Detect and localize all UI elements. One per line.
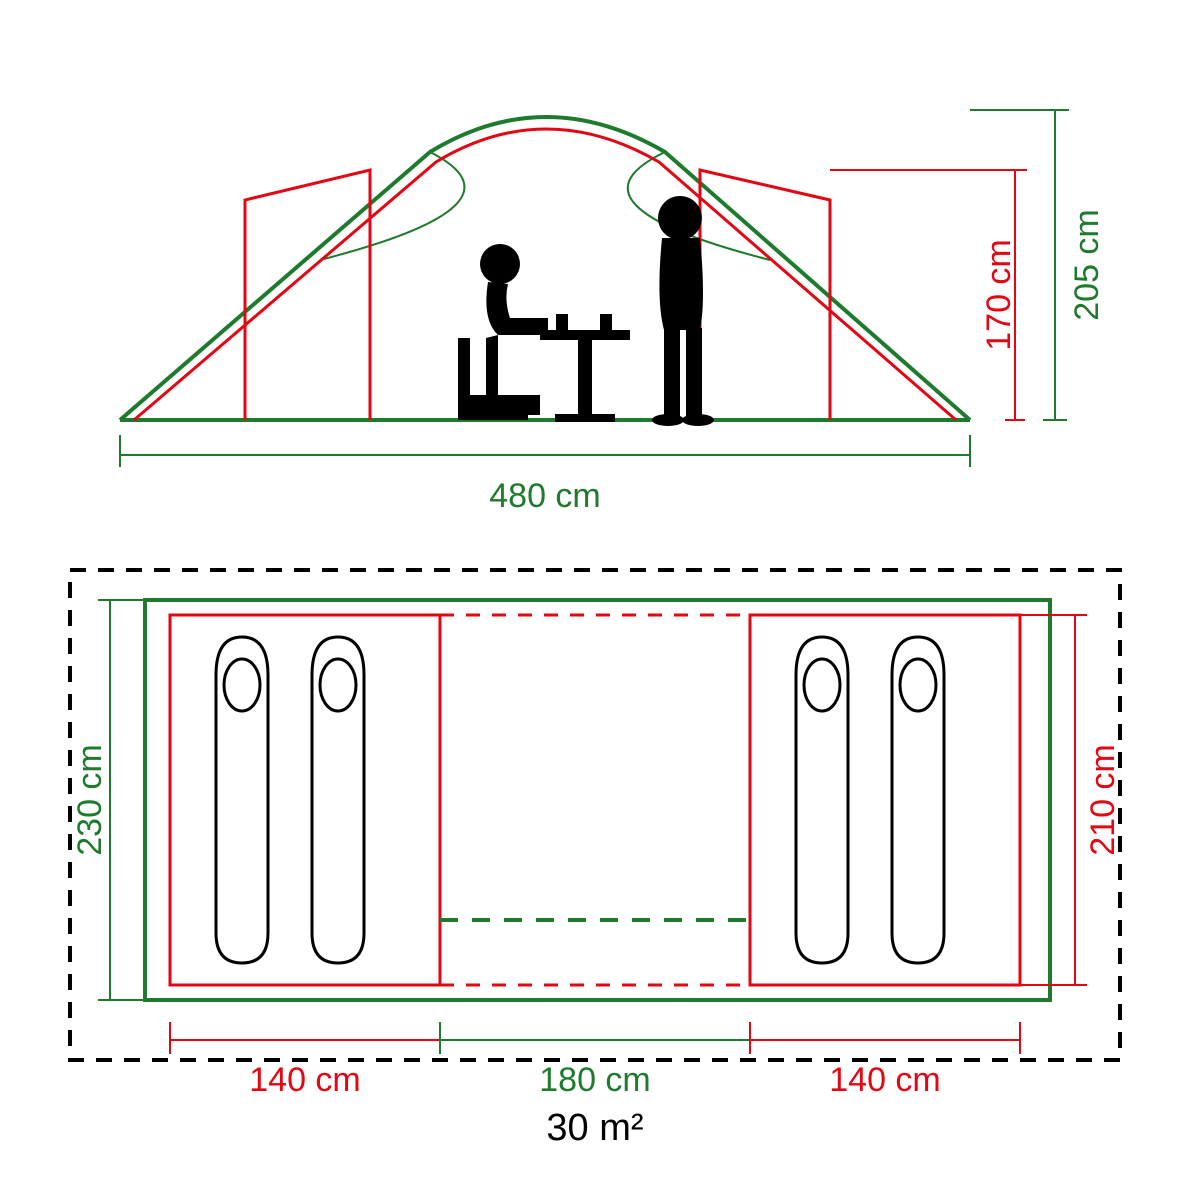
dim-vestibule-180: 180 cm xyxy=(539,1061,651,1099)
dim-room-left-140: 140 cm xyxy=(249,1061,361,1099)
tent-dimension-diagram: 480 cm 205 cm 170 cm 230 cm 210 cm 140 cm 180 … xyxy=(0,0,1200,1200)
plan-view: 230 cm 210 cm 140 cm 180 cm 140 cm 30 m² xyxy=(70,570,1122,1149)
dim-height-205: 205 cm xyxy=(1068,209,1106,321)
dim-depth-210: 210 cm xyxy=(1084,744,1122,856)
dim-depth-230: 230 cm xyxy=(71,744,109,856)
dim-width-480: 480 cm xyxy=(489,477,601,515)
dim-room-right-140: 140 cm xyxy=(829,1061,941,1099)
area-label: 30 m² xyxy=(546,1107,643,1149)
dim-height-170: 170 cm xyxy=(980,239,1018,351)
side-view: 480 cm 205 cm 170 cm xyxy=(120,110,1106,515)
people-icon xyxy=(458,196,714,426)
